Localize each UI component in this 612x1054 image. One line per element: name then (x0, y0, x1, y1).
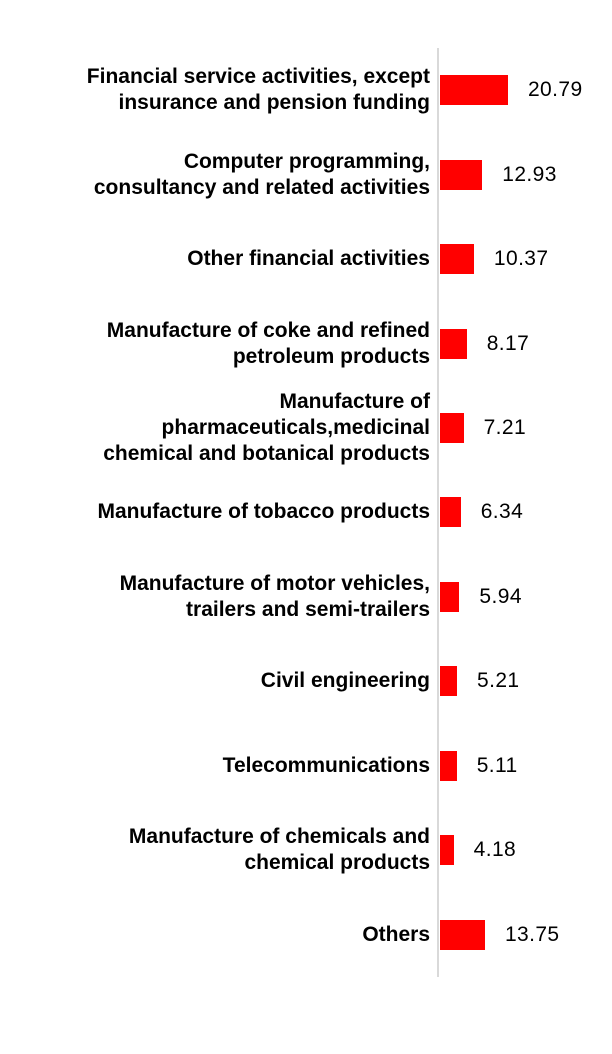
chart-row: Manufacture of tobacco products 6.34 (0, 470, 612, 554)
category-label: Manufacture of pharmaceuticals,medicinal… (103, 390, 430, 466)
value-label: 6.34 (480, 500, 524, 524)
chart-row: Manufacture of chemicals and chemical pr… (0, 808, 612, 892)
chart-row: Civil engineering 5.21 (0, 639, 612, 723)
value-label: 4.18 (473, 838, 517, 862)
value-label: 5.94 (479, 584, 522, 608)
bar (440, 413, 464, 444)
bar (440, 750, 457, 781)
chart-row: Telecommunications 5.11 (0, 724, 612, 808)
value-label: 5.21 (477, 669, 520, 693)
category-label: Financial service activities, except ins… (86, 65, 430, 115)
category-label: Manufacture of motor vehicles, trailers … (119, 571, 430, 621)
category-label: Telecommunications (222, 753, 430, 777)
bar (440, 666, 458, 697)
chart-row: Manufacture of motor vehicles, trailers … (0, 555, 612, 639)
value-label: 13.75 (504, 922, 560, 946)
bar (440, 244, 474, 275)
category-label: Civil engineering (260, 669, 430, 693)
y-axis-line (437, 48, 439, 977)
value-label: 8.17 (486, 331, 530, 355)
category-label: Manufacture of coke and refined petroleu… (106, 318, 430, 368)
chart-row: Other financial activities 10.37 (0, 217, 612, 301)
category-label: Manufacture of tobacco products (97, 500, 430, 524)
chart-row: Computer programming, consultancy and re… (0, 132, 612, 216)
category-label: Manufacture of chemicals and chemical pr… (128, 825, 430, 875)
bar (440, 919, 485, 950)
value-label: 5.11 (476, 753, 518, 777)
bar (440, 75, 508, 106)
chart-row: Others 13.75 (0, 893, 612, 977)
category-label: Computer programming, consultancy and re… (93, 149, 430, 199)
category-label: Other financial activities (187, 247, 430, 271)
chart-row: Financial service activities, except ins… (0, 48, 612, 132)
bar (440, 328, 467, 359)
chart-row: Manufacture of coke and refined petroleu… (0, 301, 612, 385)
bar (440, 581, 460, 612)
bar (440, 835, 454, 866)
value-label: 20.79 (527, 78, 583, 102)
bar (440, 159, 483, 190)
value-label: 7.21 (483, 416, 527, 440)
bar (440, 497, 461, 528)
category-label: Others (362, 922, 430, 946)
value-label: 12.93 (502, 162, 557, 186)
chart-row: Manufacture of pharmaceuticals,medicinal… (0, 386, 612, 470)
value-label: 10.37 (493, 247, 549, 271)
